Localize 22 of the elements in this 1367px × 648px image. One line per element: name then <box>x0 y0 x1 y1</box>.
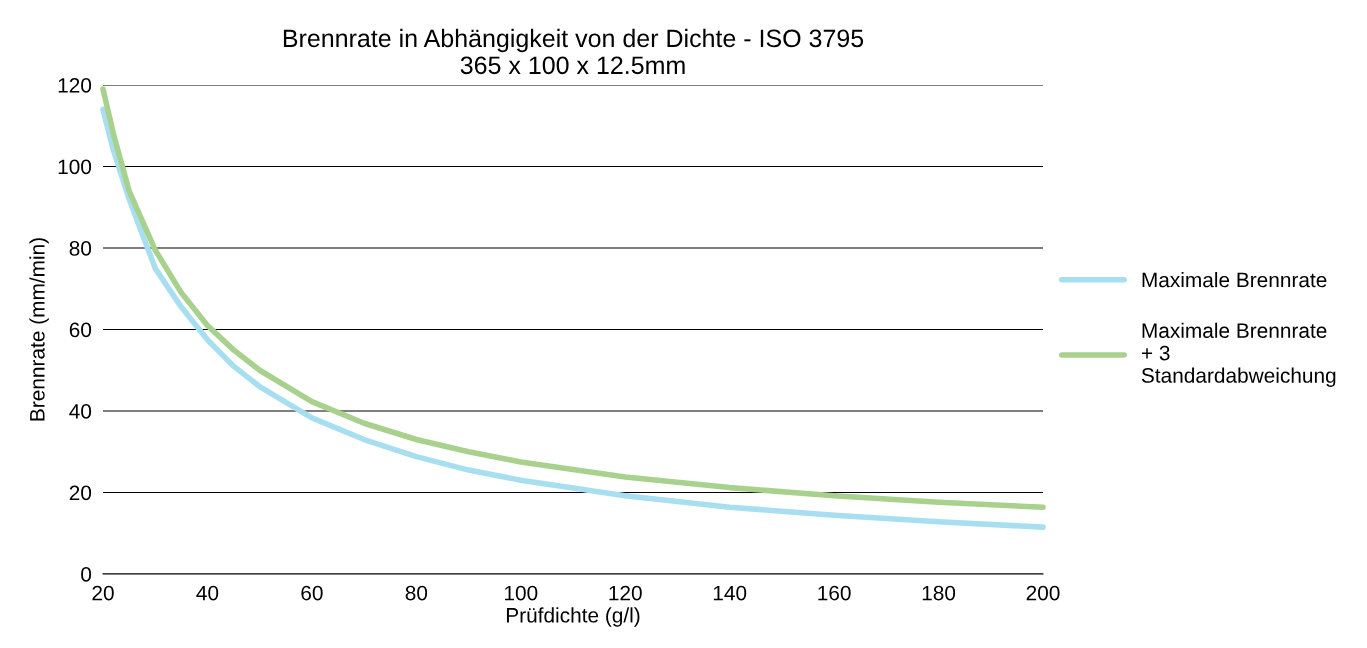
y-axis-title: Brennrate (mm/min) <box>29 238 49 421</box>
x-tick-label: 160 <box>818 585 851 601</box>
chart-title: Brennrate in Abhängigkeit von der Dichte - ISO 3795 365 x 100 x 12.5mm <box>283 28 864 75</box>
x-tick-label: 100 <box>504 585 538 601</box>
x-tick-label: 200 <box>1026 585 1060 601</box>
x-tick-label: 180 <box>922 585 956 601</box>
legend-label: Maximale Brennrate <box>1142 272 1327 288</box>
y-tick-label: 0 <box>81 567 92 582</box>
y-tick-label: 20 <box>69 485 92 501</box>
x-tick-label: 60 <box>301 585 323 601</box>
y-tick-label: 120 <box>58 78 92 93</box>
y-tick-label: 80 <box>69 241 92 256</box>
y-tick-label: 40 <box>69 404 92 419</box>
x-axis-title: Prüfdichte (g/l) <box>506 607 640 627</box>
x-tick-label: 120 <box>609 585 642 601</box>
x-tick-label: 40 <box>196 585 219 601</box>
x-tick-label: 20 <box>92 585 114 601</box>
legend-label: Maximale Brennrate + 3 Standardabweichung <box>1141 322 1336 387</box>
y-tick-label: 100 <box>58 159 92 175</box>
x-tick-label: 80 <box>405 585 428 601</box>
x-tick-label: 140 <box>713 585 747 601</box>
y-tick-label: 60 <box>69 322 92 338</box>
